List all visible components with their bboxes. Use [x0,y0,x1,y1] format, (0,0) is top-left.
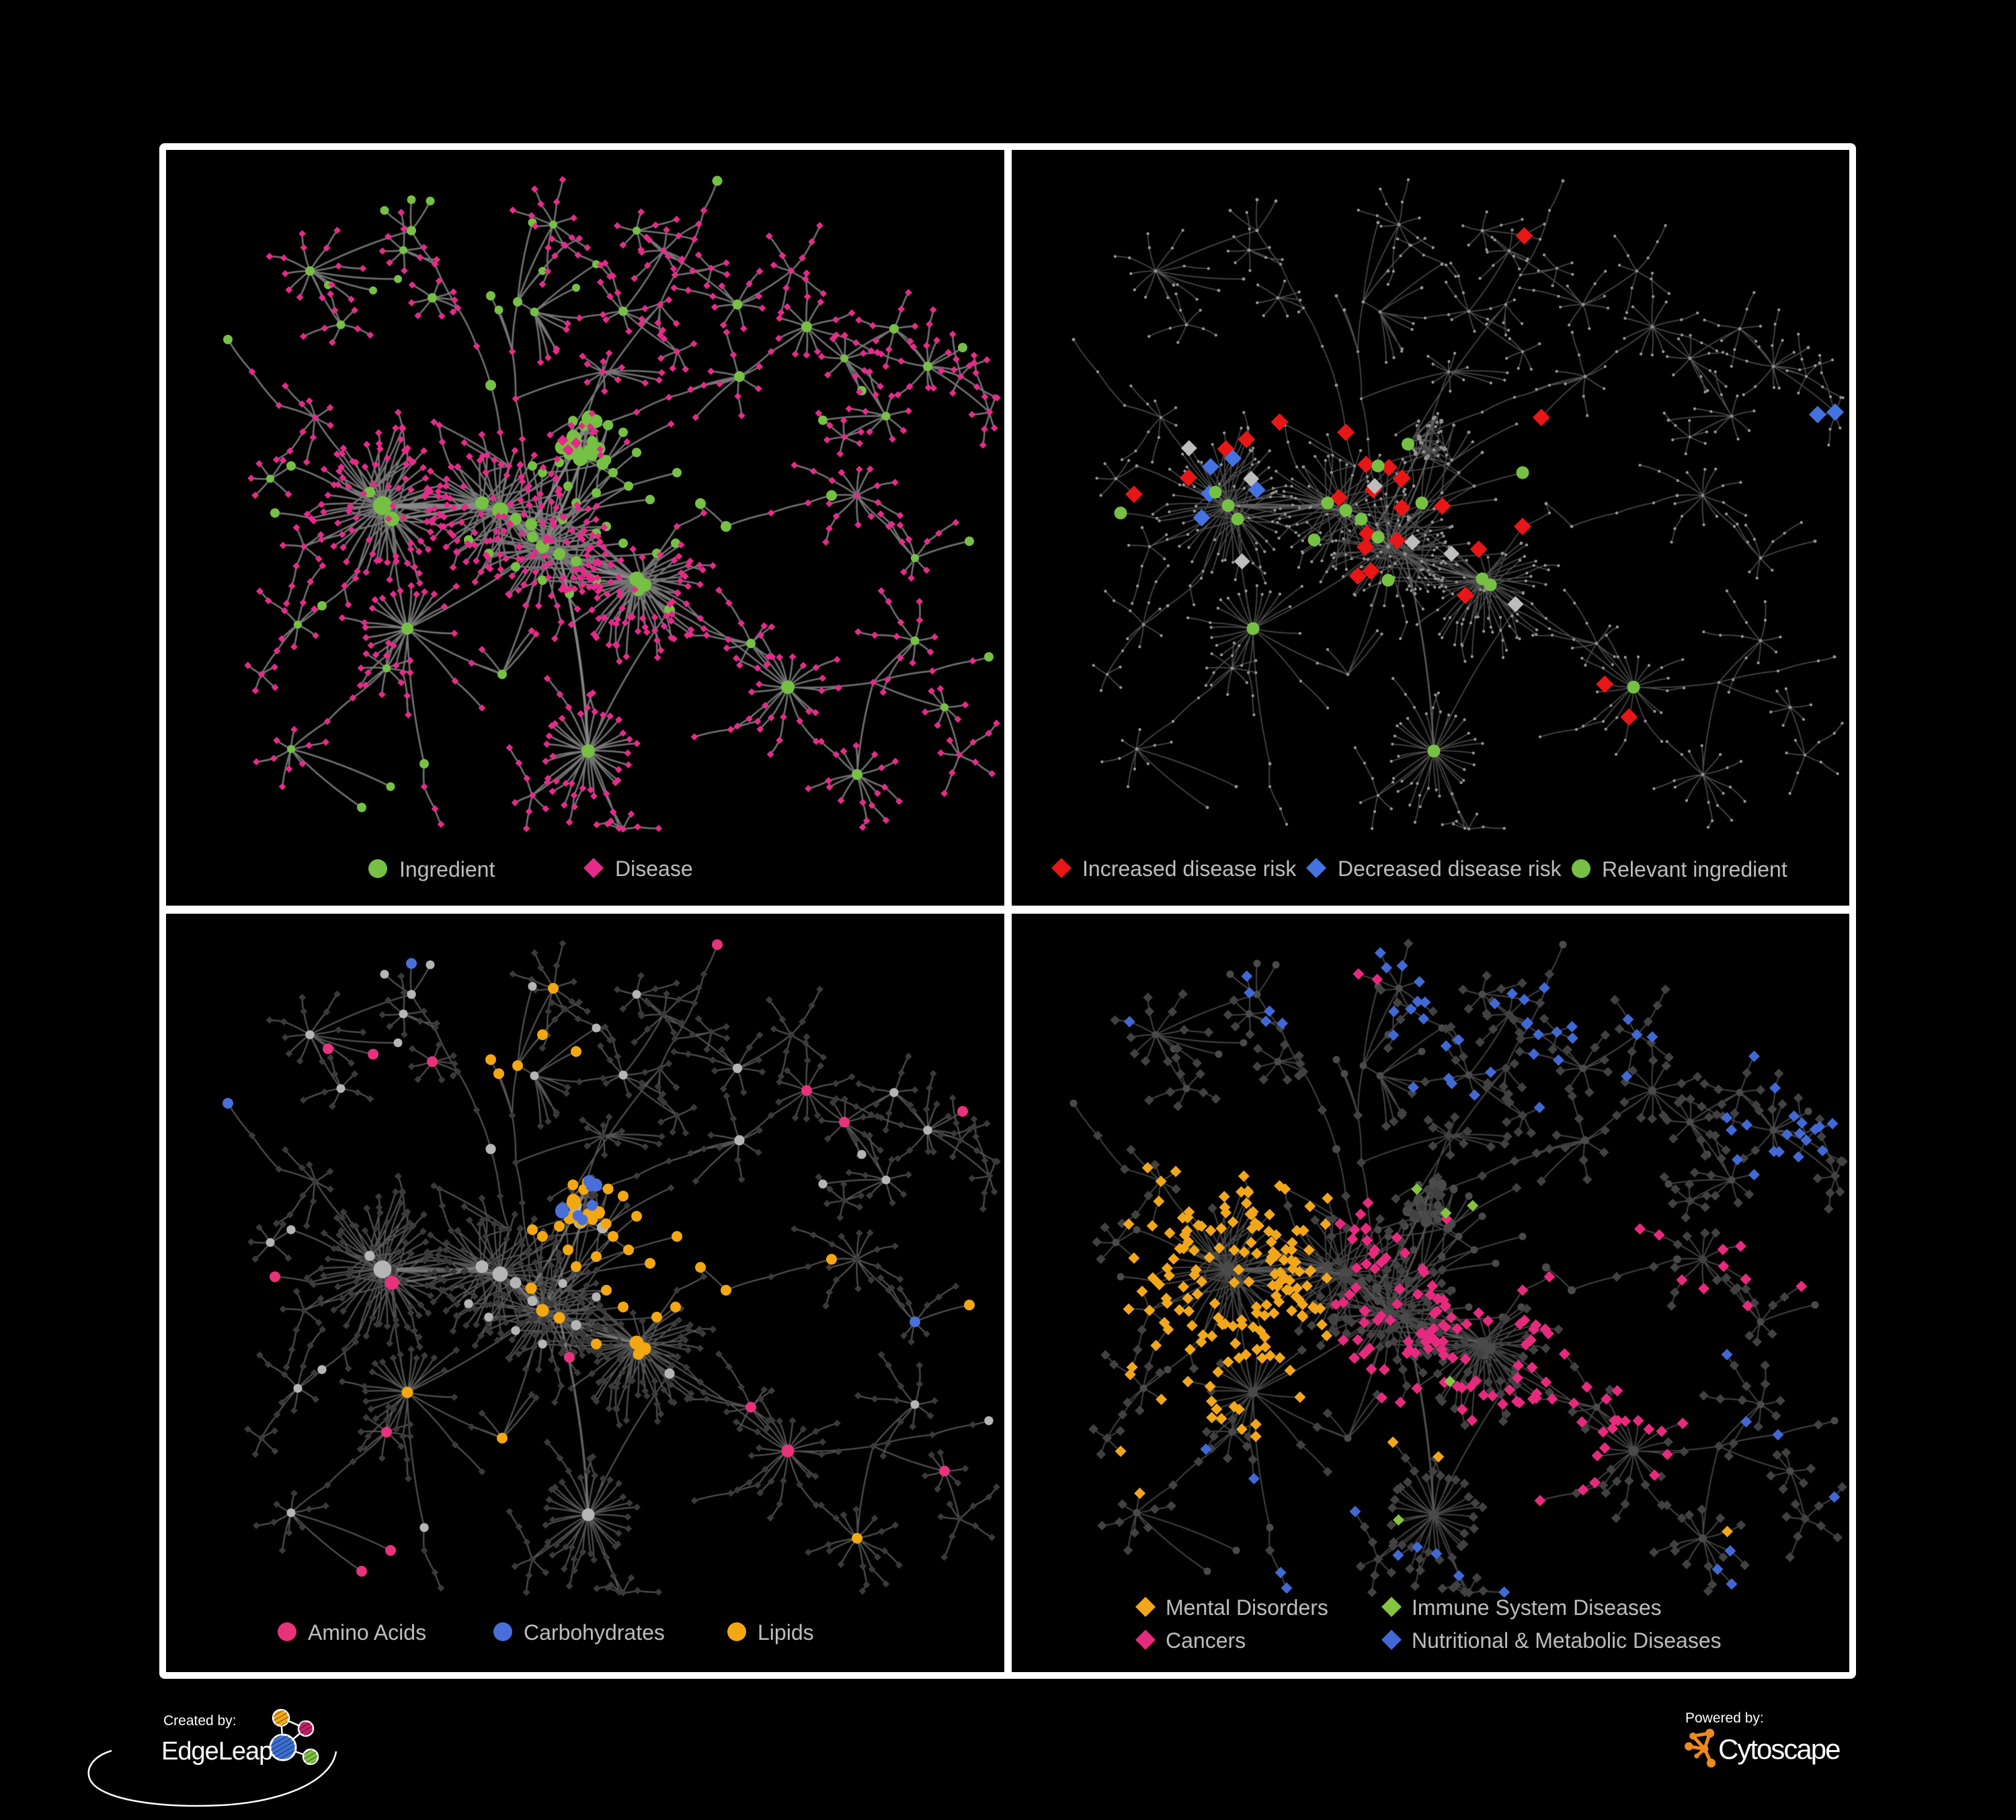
svg-text:Immune System Diseases: Immune System Diseases [1412,1595,1662,1620]
svg-text:Amino Acids: Amino Acids [308,1620,426,1645]
svg-text:Cancers: Cancers [1166,1628,1246,1653]
svg-text:EdgeLeap: EdgeLeap [161,1737,272,1766]
svg-text:Created by:: Created by: [163,1713,237,1729]
svg-text:Cytoscape: Cytoscape [1718,1733,1840,1765]
svg-text:Increased disease risk: Increased disease risk [1082,857,1297,881]
svg-text:Disease: Disease [615,857,693,881]
svg-text:Lipids: Lipids [758,1620,814,1645]
svg-text:Carbohydrates: Carbohydrates [524,1620,665,1645]
svg-text:Nutritional & Metabolic Diseas: Nutritional & Metabolic Diseases [1412,1628,1722,1653]
svg-text:Decreased disease risk: Decreased disease risk [1338,857,1562,881]
svg-text:Powered by:: Powered by: [1685,1710,1764,1726]
svg-text:Relevant ingredient: Relevant ingredient [1602,857,1787,881]
svg-text:Ingredient: Ingredient [399,857,495,881]
svg-text:Mental Disorders: Mental Disorders [1166,1595,1328,1620]
